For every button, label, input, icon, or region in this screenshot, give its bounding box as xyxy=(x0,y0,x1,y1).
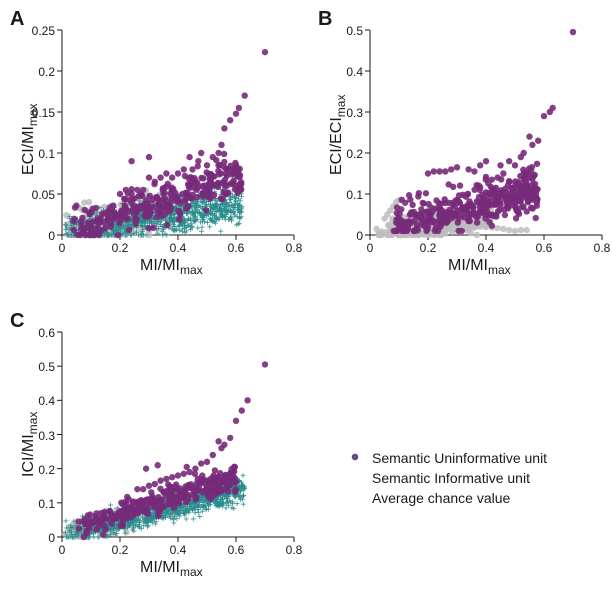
ytick-label: 0.5 xyxy=(346,24,363,38)
xtick-label: 0.8 xyxy=(590,241,612,255)
scatter-C xyxy=(62,332,294,537)
panel-label-C: C xyxy=(10,310,24,333)
figure: 00.20.40.60.800.050.10.150.20.25MI/MImax… xyxy=(0,0,612,600)
ytick-label: 0.2 xyxy=(38,65,55,79)
xtick-label: 0.6 xyxy=(224,543,248,557)
ytick-label: 0.1 xyxy=(38,497,55,511)
ytick-label: 0.5 xyxy=(38,360,55,374)
y-axis-label: ECI/ECImax xyxy=(328,94,348,174)
panel-label-A: A xyxy=(10,8,24,31)
ytick-label: 0 xyxy=(48,531,55,545)
xtick-label: 0.8 xyxy=(282,241,306,255)
xtick-label: 0 xyxy=(50,543,74,557)
ytick-label: 0 xyxy=(356,229,363,243)
xtick-label: 0 xyxy=(358,241,382,255)
xtick-label: 0.4 xyxy=(166,543,190,557)
x-axis-label: MI/MImax xyxy=(140,257,203,277)
ytick-label: 0.2 xyxy=(38,463,55,477)
ytick-label: 0.1 xyxy=(38,147,55,161)
xtick-label: 0.2 xyxy=(416,241,440,255)
scatter-A xyxy=(62,30,294,235)
xtick-label: 0.4 xyxy=(166,241,190,255)
x-axis-label: MI/MImax xyxy=(140,559,203,579)
xtick-label: 0.8 xyxy=(282,543,306,557)
ytick-label: 0.3 xyxy=(346,106,363,120)
x-axis-label: MI/MImax xyxy=(448,257,511,277)
legend-item: Semantic Uninformative unit xyxy=(348,450,547,466)
ytick-label: 0.3 xyxy=(38,429,55,443)
legend-label: Average chance value xyxy=(372,490,510,506)
xtick-label: 0 xyxy=(50,241,74,255)
xtick-label: 0.6 xyxy=(532,241,556,255)
ytick-label: 0.4 xyxy=(38,394,55,408)
ytick-label: 0.4 xyxy=(346,65,363,79)
legend-swatch xyxy=(348,473,366,483)
panel-label-B: B xyxy=(318,8,332,31)
legend-label: Semantic Uninformative unit xyxy=(372,450,547,466)
ytick-label: 0.25 xyxy=(32,24,55,38)
scatter-B xyxy=(370,30,602,235)
ytick-label: 0.2 xyxy=(346,147,363,161)
legend-swatch xyxy=(348,493,366,503)
ytick-label: 0.1 xyxy=(346,188,363,202)
xtick-label: 0.4 xyxy=(474,241,498,255)
legend: Semantic Uninformative unit Semantic Info… xyxy=(348,450,547,510)
xtick-label: 0.2 xyxy=(108,543,132,557)
y-axis-label: ICI/MImax xyxy=(20,411,40,476)
legend-label: Semantic Informative unit xyxy=(372,470,530,486)
xtick-label: 0.6 xyxy=(224,241,248,255)
y-axis-label: ECI/MImax xyxy=(20,103,40,175)
legend-item: Semantic Informative unit xyxy=(348,470,547,486)
xtick-label: 0.2 xyxy=(108,241,132,255)
ytick-label: 0.05 xyxy=(32,188,55,202)
ytick-label: 0 xyxy=(48,229,55,243)
ytick-label: 0.6 xyxy=(38,326,55,340)
panel-B xyxy=(370,30,602,235)
panel-C xyxy=(62,332,294,537)
panel-A xyxy=(62,30,294,235)
legend-item: Average chance value xyxy=(348,490,547,506)
